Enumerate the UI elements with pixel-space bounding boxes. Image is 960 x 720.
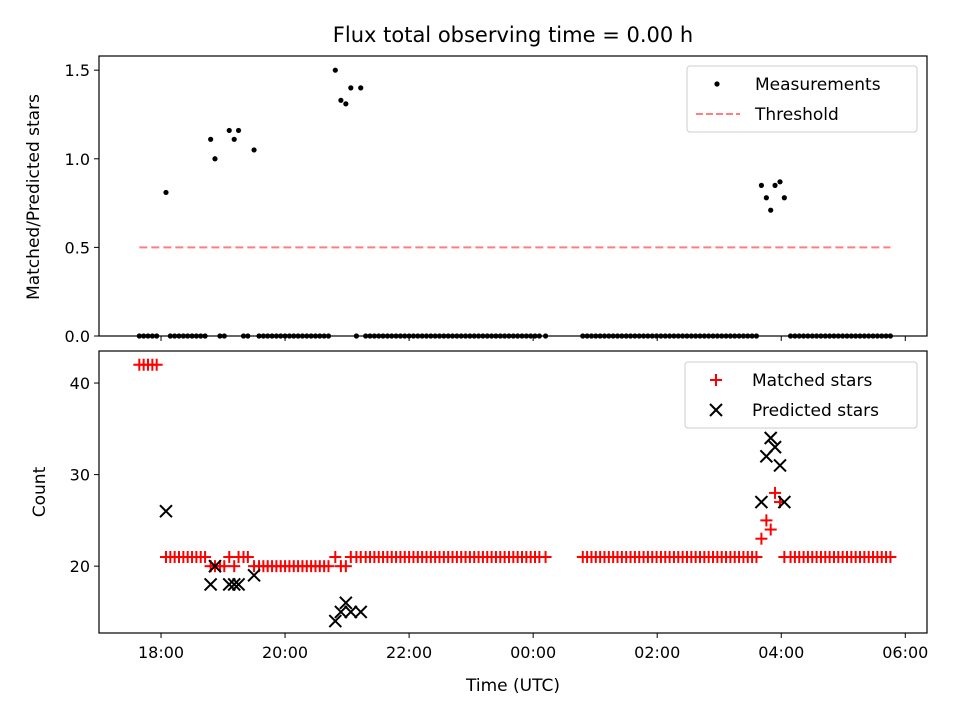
measurement-point: [763, 195, 769, 201]
top-y-tick-label: 1.0: [65, 150, 90, 169]
predicted-star-point: [763, 431, 778, 445]
bottom-y-tick-label: 20: [70, 557, 90, 576]
predicted-star-point: [339, 596, 353, 610]
bottom-series: [133, 358, 897, 628]
measurement-point: [251, 147, 257, 153]
top-panel: Matched/Predicted stars 0.0 0.5 1.0 1.5 Mea…: [24, 55, 928, 346]
top-axes-frame: [98, 55, 928, 337]
measurement-point: [226, 127, 232, 134]
bottom-x-ticks: 18:00 20:00 22:00 00:00 02:00 04:00 06:00: [138, 633, 928, 662]
measurement-point: [332, 67, 338, 73]
predicted-star-point: [773, 458, 787, 473]
bottom-panel: Count Time (UTC) 20 30 40 18:00 20:00 22:00 0…: [30, 350, 928, 696]
matched-star-point: [228, 560, 241, 573]
matched-star-point: [539, 551, 552, 564]
matched-star-point: [329, 551, 342, 564]
bottom-y-axis-label: Count: [30, 466, 50, 517]
measurement-point: [163, 189, 169, 196]
predicted-star-point: [227, 577, 241, 592]
legend-matched-label: Matched stars: [752, 371, 872, 391]
top-y-ticks: 0.0 0.5 1.0 1.5: [65, 61, 99, 346]
bottom-x-tick-label: 02:00: [634, 643, 680, 662]
predicted-star-point: [247, 568, 261, 583]
bottom-x-tick-label: 22:00: [386, 643, 432, 662]
bottom-y-tick-label: 40: [70, 374, 90, 393]
top-y-tick-label: 0.0: [65, 327, 90, 346]
matched-star-point: [755, 532, 768, 545]
matched-star-point: [760, 514, 773, 527]
predicted-star-point: [354, 605, 368, 619]
bottom-x-tick-label: 20:00: [262, 643, 308, 662]
legend-predicted-marker: [709, 403, 723, 417]
bottom-y-ticks: 20 30 40: [70, 374, 99, 576]
chart-title: Flux total observing time = 0.00 h: [333, 23, 693, 47]
bottom-x-tick-label: 06:00: [882, 643, 928, 662]
measurement-point: [343, 101, 349, 107]
legend-measurements-marker: [714, 81, 720, 87]
measurement-point: [772, 182, 778, 188]
bottom-x-tick-label: 18:00: [138, 643, 184, 662]
measurement-point: [338, 97, 344, 103]
predicted-star-point: [328, 614, 343, 628]
measurement-point: [235, 127, 242, 134]
measurement-point: [758, 182, 765, 188]
top-legend-box: [686, 65, 918, 133]
matched-star-point: [199, 551, 212, 564]
top-y-tick-label: 1.5: [65, 61, 90, 80]
predicted-star-point: [159, 504, 173, 518]
matched-star-point: [322, 560, 335, 573]
predicted-star-point: [777, 495, 792, 509]
bottom-x-tick-label: 00:00: [510, 643, 556, 662]
top-y-axis-label: Matched/Predicted stars: [24, 94, 44, 300]
legend-threshold-label: Threshold: [754, 105, 839, 125]
measurement-point: [358, 85, 364, 91]
predicted-star-point: [203, 577, 218, 592]
predicted-star-point: [231, 577, 246, 592]
top-y-tick-label: 0.5: [65, 238, 90, 257]
bottom-y-tick-label: 30: [70, 466, 90, 485]
matched-star-point: [750, 551, 763, 564]
predicted-star-point: [344, 605, 358, 619]
predicted-star-point: [208, 559, 222, 573]
bottom-axes-frame: [98, 350, 928, 634]
measurement-point: [208, 136, 214, 142]
legend-matched-marker: [710, 374, 722, 386]
bottom-x-tick-label: 04:00: [758, 643, 804, 662]
legend-predicted-label: Predicted stars: [752, 401, 879, 421]
predicted-star-point: [334, 605, 348, 619]
matched-star-point: [884, 551, 897, 564]
measurement-point: [781, 195, 787, 201]
predicted-star-point: [768, 440, 782, 454]
measurement-point: [231, 136, 237, 142]
bottom-legend: Matched stars Predicted stars: [684, 361, 918, 429]
bottom-legend-box: [684, 361, 918, 429]
predicted-star-point: [754, 495, 769, 509]
matched-star-point: [764, 523, 777, 536]
x-axis-label: Time (UTC): [465, 676, 560, 696]
measurement-point: [768, 207, 774, 213]
measurement-point: [212, 156, 218, 162]
matched-star-point: [241, 551, 254, 564]
legend-measurements-label: Measurements: [755, 75, 881, 95]
matched-star-point: [150, 358, 163, 371]
matched-star-point: [339, 560, 352, 573]
measurement-point: [777, 179, 783, 185]
matched-star-point: [769, 486, 782, 499]
measurement-point: [348, 85, 354, 91]
top-legend: Measurements Threshold: [686, 65, 918, 133]
